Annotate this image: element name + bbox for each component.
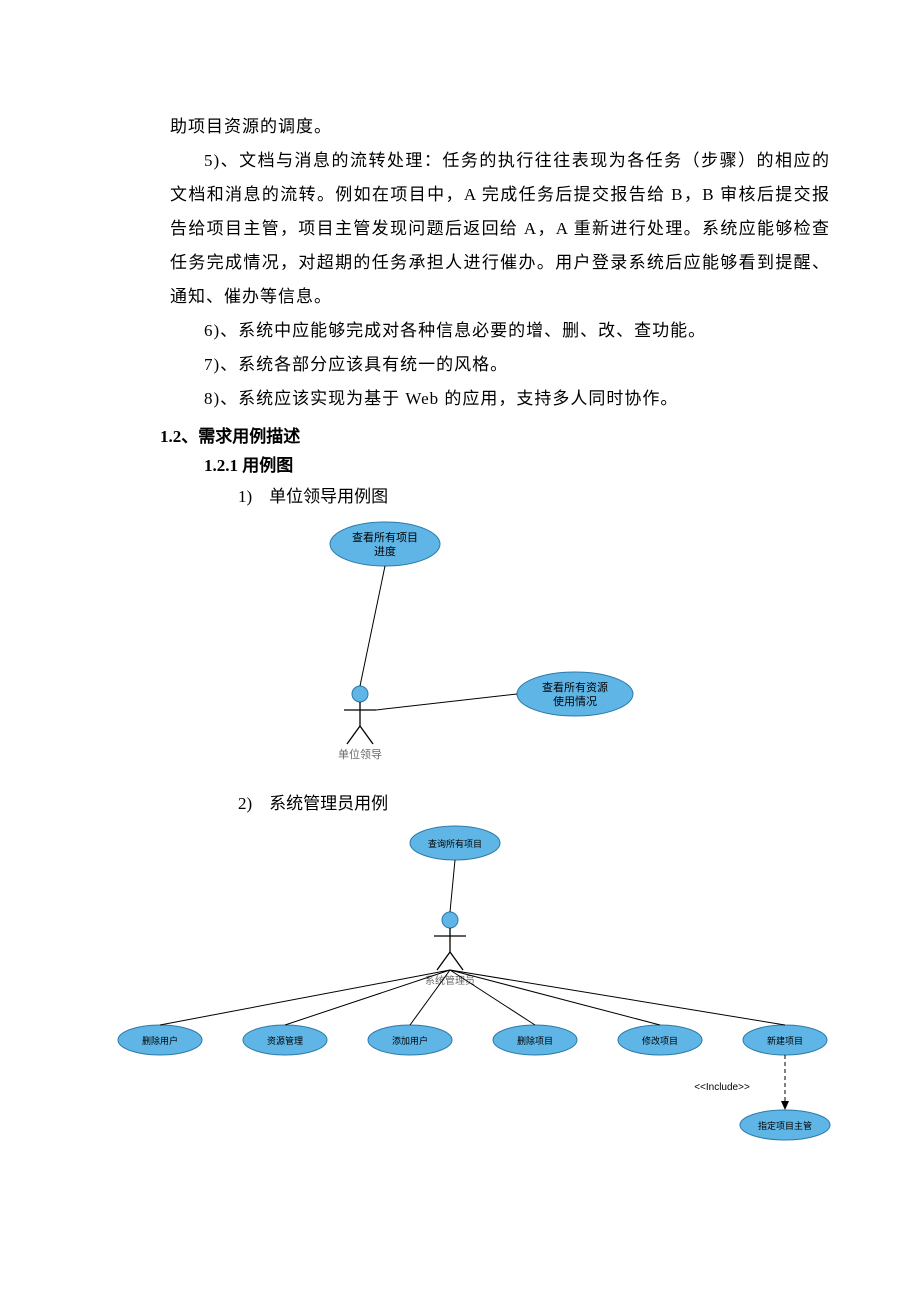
- svg-text:查询所有项目: 查询所有项目: [428, 838, 482, 849]
- paragraph-item-6: 6)、系统中应能够完成对各种信息必要的增、删、改、查功能。: [170, 314, 830, 348]
- svg-text:指定项目主管: 指定项目主管: [758, 1120, 812, 1131]
- list-item-2: 2) 系统管理员用例: [238, 789, 830, 820]
- list-item-1: 1) 单位领导用例图: [238, 482, 830, 513]
- paragraph-item-7: 7)、系统各部分应该具有统一的风格。: [170, 348, 830, 382]
- svg-text:查看所有资源: 查看所有资源: [542, 680, 608, 694]
- svg-text:资源管理: 资源管理: [267, 1035, 303, 1046]
- svg-text:修改项目: 修改项目: [642, 1035, 678, 1046]
- svg-text:<<Include>>: <<Include>>: [694, 1082, 750, 1093]
- svg-text:单位领导: 单位领导: [338, 747, 382, 761]
- heading-1-2: 1.2、需求用例描述: [160, 422, 830, 447]
- svg-text:进度: 进度: [374, 544, 396, 558]
- svg-text:查看所有项目: 查看所有项目: [352, 530, 418, 544]
- svg-text:删除用户: 删除用户: [142, 1035, 178, 1046]
- svg-text:使用情况: 使用情况: [553, 695, 597, 708]
- svg-text:添加用户: 添加用户: [392, 1035, 428, 1046]
- heading-1-2-1: 1.2.1 用例图: [204, 451, 830, 476]
- svg-text:删除项目: 删除项目: [517, 1035, 553, 1046]
- svg-text:新建项目: 新建项目: [767, 1035, 803, 1046]
- paragraph-item-5: 5)、文档与消息的流转处理：任务的执行往往表现为各任务（步骤）的相应的文档和消息…: [170, 144, 830, 314]
- diagram-1-leader-usecase: 查看所有项目进度查看所有资源使用情况单位领导: [170, 519, 830, 779]
- paragraph-continuation: 助项目资源的调度。: [170, 110, 830, 144]
- diagram-2-admin-usecase: 查询所有项目系统管理员删除用户资源管理添加用户删除项目修改项目新建项目指定项目主…: [110, 825, 770, 1145]
- paragraph-item-8: 8)、系统应该实现为基于 Web 的应用，支持多人同时协作。: [170, 382, 830, 416]
